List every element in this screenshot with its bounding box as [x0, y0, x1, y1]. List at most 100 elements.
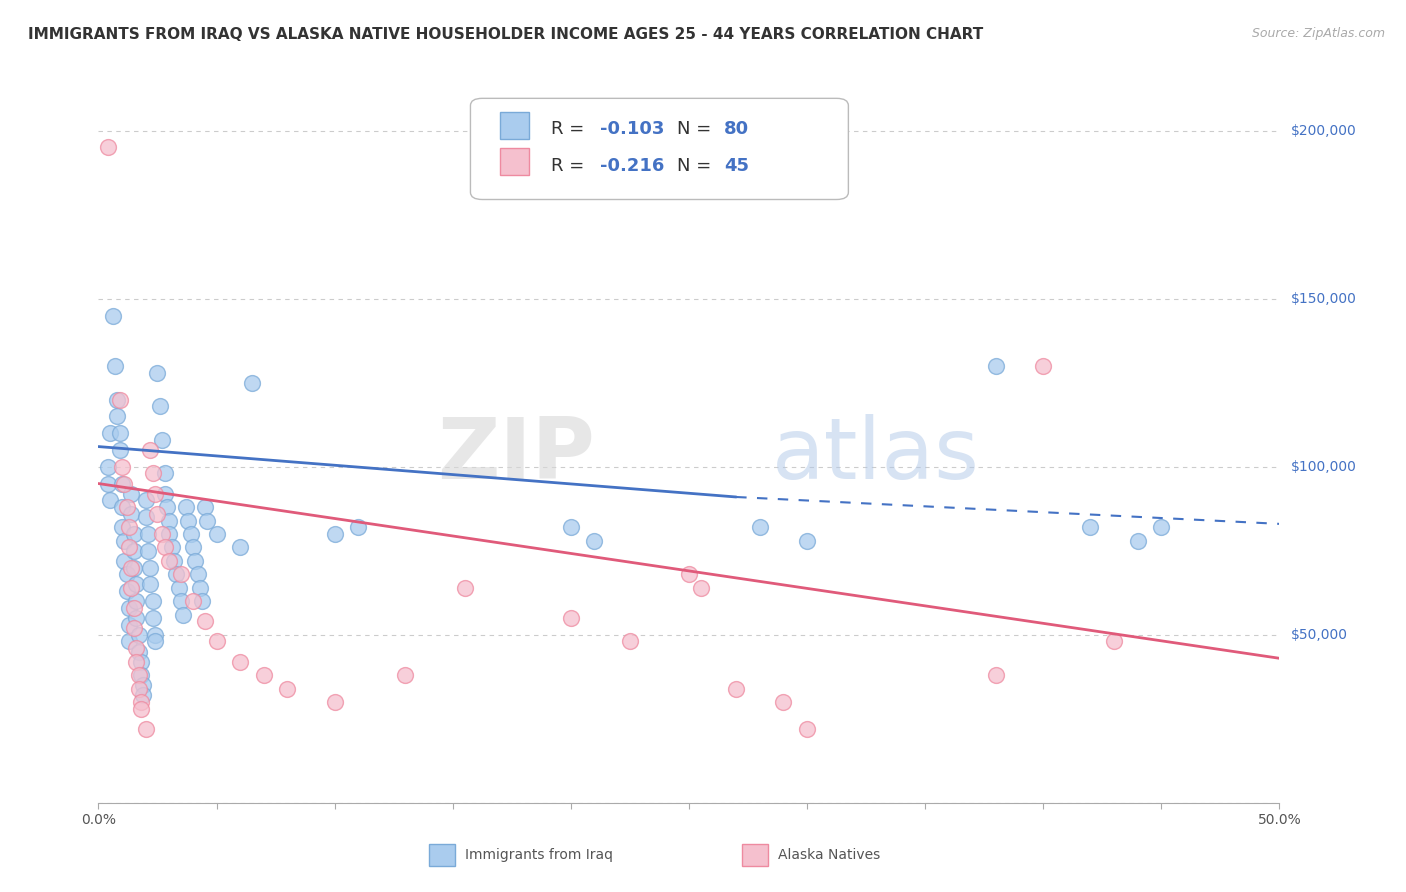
Point: [170, 594, 193, 608]
FancyBboxPatch shape: [471, 98, 848, 200]
Point: [583, 533, 606, 548]
Point: [128, 644, 150, 658]
Text: 80: 80: [724, 120, 749, 138]
Point: [115, 500, 138, 514]
Point: [101, 309, 124, 323]
Point: [135, 510, 157, 524]
Point: [347, 520, 370, 534]
Point: [97, 459, 120, 474]
Point: [619, 634, 641, 648]
Point: [678, 567, 700, 582]
Point: [725, 681, 748, 696]
Text: -0.216: -0.216: [600, 156, 665, 175]
Point: [108, 426, 131, 441]
Point: [122, 600, 145, 615]
Point: [167, 581, 190, 595]
Point: [104, 359, 127, 373]
Point: [112, 533, 135, 548]
Text: Alaska Natives: Alaska Natives: [778, 847, 880, 862]
Point: [139, 442, 162, 457]
Point: [129, 655, 152, 669]
Point: [136, 543, 159, 558]
FancyBboxPatch shape: [501, 112, 530, 139]
Point: [150, 433, 173, 447]
Point: [111, 520, 134, 534]
Point: [112, 554, 135, 568]
Point: [142, 611, 165, 625]
Point: [748, 520, 770, 534]
Point: [129, 702, 152, 716]
Point: [153, 486, 176, 500]
Point: [194, 615, 217, 629]
Point: [229, 541, 252, 555]
Text: $150,000: $150,000: [1291, 292, 1357, 306]
Point: [323, 695, 346, 709]
Point: [1102, 634, 1125, 648]
Point: [108, 392, 131, 407]
Point: [157, 514, 180, 528]
Point: [108, 442, 131, 457]
Point: [125, 655, 148, 669]
Point: [118, 634, 141, 648]
Text: R =: R =: [551, 120, 589, 138]
Point: [796, 533, 818, 548]
Point: [323, 527, 346, 541]
Point: [118, 617, 141, 632]
Point: [97, 476, 120, 491]
Text: ZIP: ZIP: [437, 415, 595, 498]
Point: [121, 560, 143, 574]
Point: [195, 514, 218, 528]
Point: [142, 594, 165, 608]
Point: [136, 527, 159, 541]
Point: [146, 366, 169, 380]
Point: [122, 543, 145, 558]
Point: [125, 641, 148, 656]
Point: [129, 695, 152, 709]
Point: [105, 392, 128, 407]
Point: [157, 554, 180, 568]
Point: [194, 500, 217, 514]
Point: [560, 611, 582, 625]
Point: [205, 527, 228, 541]
Point: [160, 541, 183, 555]
Point: [122, 560, 145, 574]
Point: [118, 541, 141, 555]
Point: [453, 581, 475, 595]
Text: $50,000: $50,000: [1291, 628, 1347, 641]
Point: [135, 493, 157, 508]
Point: [229, 655, 252, 669]
Point: [163, 554, 186, 568]
Point: [170, 567, 193, 582]
Point: [1126, 533, 1149, 548]
Point: [111, 459, 134, 474]
Point: [143, 628, 166, 642]
Point: [157, 527, 180, 541]
Point: [1150, 520, 1173, 534]
Text: -0.103: -0.103: [600, 120, 665, 138]
Point: [118, 600, 141, 615]
Text: IMMIGRANTS FROM IRAQ VS ALASKA NATIVE HOUSEHOLDER INCOME AGES 25 - 44 YEARS CORR: IMMIGRANTS FROM IRAQ VS ALASKA NATIVE HO…: [28, 27, 983, 42]
Point: [98, 493, 121, 508]
Point: [139, 560, 162, 574]
Point: [122, 621, 145, 635]
Point: [180, 527, 202, 541]
Point: [174, 500, 197, 514]
Point: [184, 554, 207, 568]
Point: [1080, 520, 1102, 534]
Text: Source: ZipAtlas.com: Source: ZipAtlas.com: [1251, 27, 1385, 40]
Point: [125, 611, 148, 625]
Point: [111, 500, 134, 514]
Point: [115, 567, 138, 582]
Point: [772, 695, 794, 709]
Point: [129, 668, 152, 682]
Point: [121, 507, 143, 521]
Point: [205, 634, 228, 648]
Point: [165, 567, 187, 582]
Point: [125, 594, 148, 608]
Point: [156, 500, 179, 514]
Text: 45: 45: [724, 156, 749, 175]
Point: [97, 140, 120, 154]
Point: [181, 541, 204, 555]
Point: [796, 722, 818, 736]
Text: $200,000: $200,000: [1291, 124, 1357, 137]
